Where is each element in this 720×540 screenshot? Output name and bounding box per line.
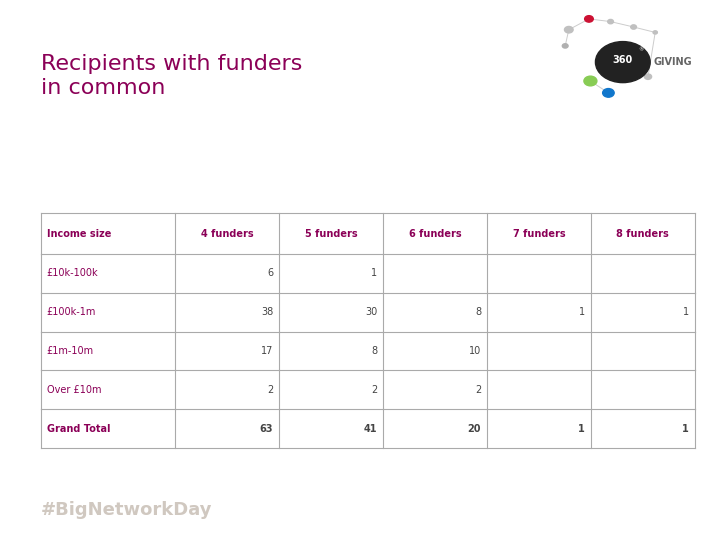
Text: 6: 6 [267,268,274,278]
Text: Grand Total: Grand Total [47,424,110,434]
Circle shape [595,42,650,83]
Text: 30: 30 [365,307,377,317]
Text: 2: 2 [475,385,481,395]
Text: Recipients with funders: Recipients with funders [41,54,302,74]
Text: 8 funders: 8 funders [616,228,669,239]
Circle shape [603,89,614,97]
Text: 2: 2 [267,385,274,395]
Circle shape [653,31,657,34]
Text: £1m-10m: £1m-10m [47,346,94,356]
Text: in common: in common [41,78,166,98]
Text: £10k-100k: £10k-100k [47,268,99,278]
Text: 1: 1 [683,307,689,317]
Text: Over £10m: Over £10m [47,385,102,395]
Text: 8: 8 [475,307,481,317]
Text: 6 funders: 6 funders [409,228,462,239]
Text: 2: 2 [371,385,377,395]
Text: 17: 17 [261,346,274,356]
Text: #BigNetworkDay: #BigNetworkDay [41,502,212,519]
Text: 7 funders: 7 funders [513,228,565,239]
Text: 4 funders: 4 funders [201,228,253,239]
Text: 360: 360 [613,56,633,65]
Text: 41: 41 [364,424,377,434]
Text: 63: 63 [260,424,274,434]
Text: 38: 38 [261,307,274,317]
Text: 10: 10 [469,346,481,356]
Text: GIVING: GIVING [654,57,693,67]
Text: 1: 1 [371,268,377,278]
Circle shape [584,76,597,86]
Text: 8: 8 [371,346,377,356]
Text: Income size: Income size [47,228,111,239]
Circle shape [585,16,593,22]
Circle shape [631,25,636,29]
Text: ®: ® [638,48,644,52]
Text: 20: 20 [468,424,481,434]
Text: 5 funders: 5 funders [305,228,357,239]
Circle shape [602,53,608,57]
Circle shape [644,74,652,79]
Text: 1: 1 [579,307,585,317]
Circle shape [608,19,613,24]
Text: 1: 1 [683,424,689,434]
Circle shape [564,26,573,33]
Text: £100k-1m: £100k-1m [47,307,96,317]
Circle shape [562,44,568,48]
Text: 1: 1 [578,424,585,434]
